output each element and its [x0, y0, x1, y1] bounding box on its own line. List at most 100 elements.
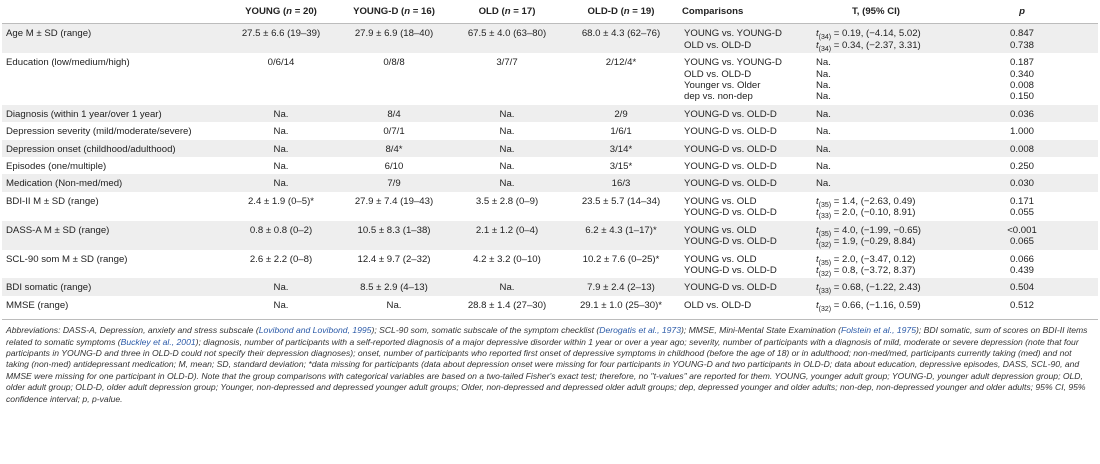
row-label [2, 207, 226, 220]
header-italic: n [404, 6, 411, 17]
header-italic: n [623, 6, 630, 17]
cell-old: 28.8 ± 1.4 (27–30) [467, 299, 547, 311]
cell-old: Na. [452, 139, 562, 158]
cell-t-statistic: t(35) = 1.4, (−2.63, 0.49) [806, 192, 946, 209]
header-suffix: = 17) [510, 6, 536, 17]
cell-old-d: 68.0 ± 4.3 (62–76) [562, 23, 680, 40]
cell-young [226, 39, 336, 54]
t-value-ci: = 0.34, (−2.37, 3.31) [831, 39, 921, 51]
cell-p-value: 0.055 [1009, 207, 1034, 219]
table-row: Medication (Non-med/med) Na. 7/9 Na. 16/3 YOU… [2, 174, 1098, 192]
cell-old-d: 7.9 ± 2.4 (2–13) [562, 278, 680, 296]
row-label: Medication (Non-med/med) [2, 174, 226, 192]
degrees-of-freedom: (34) [818, 34, 832, 42]
cell-p-value: 0.008 [946, 139, 1098, 158]
cell-comparison: YOUNG vs. YOUNG-D [680, 23, 806, 40]
cell-young-d: 8/4* [336, 139, 452, 158]
citation-link[interactable]: Derogatis et al., 1973 [599, 325, 681, 336]
column-header-variable [2, 0, 226, 25]
table-row: YOUNG-D vs. OLD-D t(33) = 2.0, (−0.10, 8.… [2, 207, 1098, 220]
table-row: OLD vs. OLD-D t(34) = 0.34, (−2.37, 3.31)… [2, 39, 1098, 54]
footnote-text: ); diagnosis, number of participants wit… [6, 336, 1086, 404]
row-label: Education (low/medium/high) [6, 57, 130, 69]
degrees-of-freedom: (32) [818, 242, 832, 249]
t-symbol: Na. [816, 108, 831, 120]
header-row: YOUNG (n = 20) YOUNG-D (n = 16) OLD (n = 1… [2, 0, 1098, 25]
cell-old-d [562, 91, 680, 104]
citation-link[interactable]: Lovibond and Lovibond, 1995 [258, 325, 372, 336]
cell-comparison: YOUNG vs. OLD [684, 195, 757, 207]
cell-comparison: Younger vs. Older [684, 80, 761, 92]
cell-p-value: 0.504 [946, 278, 1098, 296]
t-symbol: t [816, 282, 819, 294]
t-symbol: t [816, 299, 819, 311]
cell-t-statistic: Na. [806, 80, 946, 91]
cell-old [452, 207, 562, 220]
column-header-t-ci: T, (95% CI) [806, 0, 946, 25]
cell-p-value: 0.847 [946, 23, 1098, 40]
cell-comparison: YOUNG-D vs. OLD-D [680, 278, 806, 296]
cell-young-d [336, 91, 452, 104]
cell-comparison: YOUNG-D vs. OLD-D [680, 104, 806, 123]
cell-old-d: 23.5 ± 5.7 (14–34) [581, 195, 661, 207]
cell-p-value: 0.008 [1009, 80, 1034, 92]
cell-young [226, 236, 336, 250]
footnote-text: Abbreviations: DASS-A, Depression, anxie… [6, 325, 259, 336]
row-label: Depression severity (mild/moderate/sever… [6, 126, 192, 138]
cell-comparison: dep vs. non-dep [684, 91, 753, 103]
cell-p-value: 0.187 [1009, 57, 1034, 69]
cell-old: Na. [452, 174, 562, 192]
cell-old-d [562, 236, 680, 250]
cell-t-statistic: t(34) = 0.34, (−2.37, 3.31) [806, 39, 946, 54]
table-row: SCL-90 som M ± SD (range) 2.6 ± 2.2 (0–8)… [2, 250, 1098, 267]
degrees-of-freedom: (35) [818, 230, 832, 238]
citation-link[interactable]: Buckley et al., 2001 [120, 336, 196, 347]
footnote-text: ); SCL-90 som, somatic subscale of the s… [371, 325, 600, 336]
header-label: YOUNG ( [245, 6, 287, 17]
t-symbol: t [816, 195, 819, 207]
cell-comparison: YOUNG-D vs. OLD-D [684, 126, 777, 138]
row-label: BDI-II M ± SD (range) [6, 195, 99, 207]
cell-young-d: 27.9 ± 7.4 (19–43) [354, 195, 434, 207]
footnote-text: ); BDI somatic, sum of scores on BDI-II … [6, 325, 1088, 347]
cell-young [226, 69, 336, 80]
cell-old: 4.2 ± 3.2 (0–10) [473, 253, 541, 265]
row-label: SCL-90 som M ± SD (range) [6, 253, 128, 265]
cell-t-statistic: Na. [806, 69, 946, 80]
cell-young: 2.4 ± 1.9 (0–5)* [247, 195, 315, 207]
cell-p-value: 0.066 [1009, 253, 1034, 265]
cell-young-d: 7/9 [336, 174, 452, 192]
header-label: T, (95% CI) [852, 6, 900, 17]
degrees-of-freedom: (32) [818, 270, 832, 278]
t-value-ci: = 2.0, (−0.10, 8.91) [831, 207, 916, 219]
cell-young: 0/6/14 [267, 57, 295, 69]
row-label: BDI somatic (range) [2, 278, 226, 296]
table-row: Episodes (one/multiple) Na. 6/10 Na. 3/15* YO… [2, 157, 1098, 174]
cell-comparison: YOUNG-D vs. OLD-D [684, 264, 777, 276]
cell-p-value: 0.250 [1009, 161, 1034, 173]
cell-comparison: OLD vs. OLD-D [684, 68, 752, 80]
citation-link[interactable]: Folstein et al., 1975 [840, 325, 916, 336]
table-header: YOUNG (n = 20) YOUNG-D (n = 16) OLD (n = 1… [2, 0, 1098, 25]
cell-young: Na. [273, 126, 289, 138]
cell-old-d: 1/6/1 [610, 126, 632, 138]
cell-young-d [336, 236, 452, 250]
t-symbol: t [816, 236, 819, 248]
t-value-ci: = 0.8, (−3.72, 8.37) [831, 264, 916, 276]
cell-old-d: 16/3 [562, 174, 680, 192]
t-value-ci: = 1.4, (−2.63, 0.49) [831, 195, 916, 207]
header-label: YOUNG-D ( [353, 6, 405, 17]
cell-t-statistic: t(34) = 0.19, (−4.14, 5.02) [806, 23, 946, 42]
cell-young [226, 80, 336, 91]
cell-old-d: 2/12/4* [605, 57, 637, 69]
row-label: MMSE (range) [6, 299, 69, 311]
table-row: YOUNG-D vs. OLD-D t(32) = 1.9, (−0.29, 8.… [2, 236, 1098, 250]
cell-old: 2.1 ± 1.2 (0–4) [452, 220, 562, 237]
degrees-of-freedom: (35) [818, 201, 832, 209]
cell-young-d: 27.9 ± 6.9 (18–40) [336, 23, 452, 40]
cell-young [226, 91, 336, 104]
cell-old: 3/7/7 [496, 57, 518, 69]
cell-t-statistic: t(35) = 2.0, (−3.47, 0.12) [806, 250, 946, 267]
cell-p-value: 0.150 [1009, 91, 1034, 103]
cell-young: Na. [273, 299, 289, 311]
